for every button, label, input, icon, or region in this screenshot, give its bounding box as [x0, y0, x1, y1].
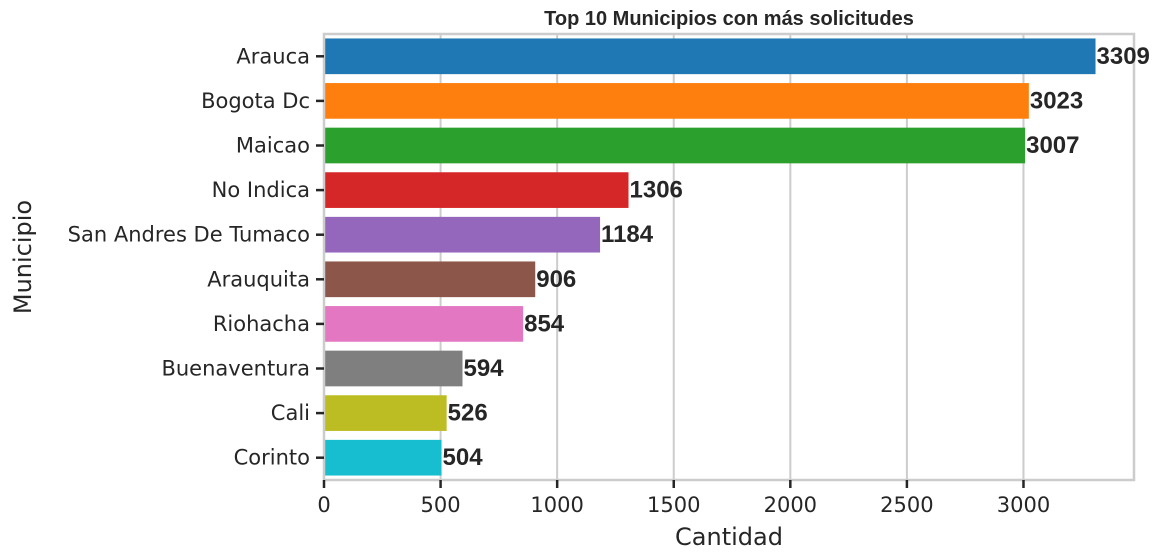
plot-frame	[322, 32, 1136, 482]
y-axis-ticks: Arauca Bogota Dc Maicao No Indica San Andres…	[68, 44, 324, 470]
data-label: 1184	[601, 221, 654, 248]
bar	[324, 172, 629, 208]
bar	[324, 439, 442, 476]
y-tick-label: Bogota Dc	[201, 89, 310, 113]
x-tick-label: 2500	[880, 493, 933, 517]
bar	[324, 83, 1029, 119]
y-tick-label: San Andres De Tumaco	[68, 223, 310, 247]
data-label: 504	[443, 444, 484, 471]
bar	[324, 350, 463, 387]
y-tick-label: Maicao	[236, 134, 310, 158]
y-axis-label: Municipio	[9, 200, 37, 314]
y-tick-label: Cali	[271, 401, 310, 425]
y-tick-label: Buenaventura	[161, 357, 310, 381]
bars	[324, 38, 1096, 476]
x-tick-label: 3000	[997, 493, 1050, 517]
data-label: 594	[463, 355, 504, 382]
data-label: 1306	[630, 177, 683, 204]
data-labels: 3309 3023 3007 1306 1184 906 854 594 526 504	[443, 43, 1150, 471]
x-tick-label: 0	[317, 493, 330, 517]
data-label: 854	[524, 310, 565, 337]
x-axis-label: Cantidad	[675, 523, 783, 551]
data-label: 526	[448, 400, 488, 427]
data-label: 3007	[1026, 132, 1079, 159]
bar	[324, 261, 536, 298]
x-tick-label: 1000	[530, 493, 583, 517]
x-axis-ticks: 0 500 1000 1500 2000 2500 3000	[317, 480, 1050, 517]
bar	[324, 306, 524, 342]
bar	[324, 395, 447, 431]
chart-title: Top 10 Municipios con más solicitudes	[544, 8, 914, 30]
bar	[324, 38, 1096, 75]
bar	[324, 216, 601, 253]
x-tick-label: 500	[421, 493, 461, 517]
data-label: 3309	[1097, 43, 1150, 70]
bar	[324, 127, 1026, 164]
y-tick-label: Arauquita	[207, 267, 310, 291]
y-tick-label: Arauca	[236, 44, 310, 68]
data-label: 906	[536, 266, 576, 293]
y-tick-label: No Indica	[212, 178, 310, 202]
x-tick-label: 2000	[764, 493, 817, 517]
data-label: 3023	[1030, 87, 1083, 114]
x-tick-label: 1500	[647, 493, 700, 517]
y-tick-label: Riohacha	[213, 312, 310, 336]
y-tick-label: Corinto	[234, 446, 310, 470]
